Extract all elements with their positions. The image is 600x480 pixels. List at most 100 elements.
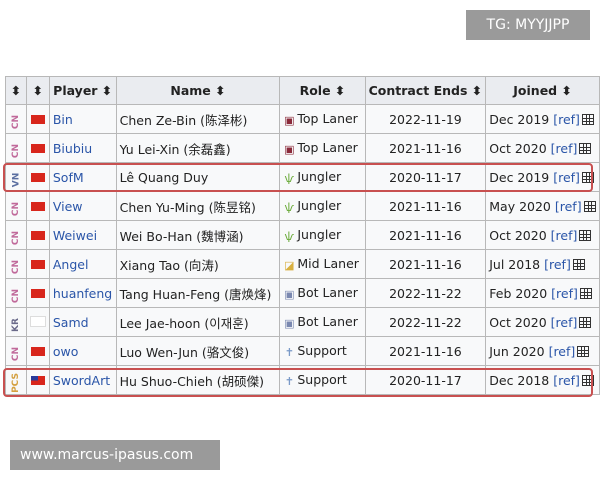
region-cell: PCS [5,365,27,395]
vietnam-flag-icon [30,172,45,182]
player-link[interactable]: huanfeng [48,278,117,308]
contract-cell: 2021-11-16 [364,191,487,221]
table-icon[interactable] [577,345,590,357]
table-icon[interactable] [579,287,592,299]
player-link[interactable]: owo [48,336,117,366]
role-cell: ѱ Jungler [279,191,366,221]
ref-link[interactable]: [ref] [553,111,580,127]
contract-cell: 2022-11-22 [364,307,487,337]
ref-link[interactable]: [ref] [544,256,571,272]
ref-link[interactable]: [ref] [548,343,576,359]
player-header[interactable]: Player ⬍ [48,76,117,105]
ref-link[interactable]: [ref] [550,140,578,156]
table-icon[interactable] [572,258,585,270]
flag-cell [25,104,50,134]
role-header[interactable]: Role ⬍ [279,76,366,105]
region-cell: CN [5,220,27,250]
region-cell: CN [5,249,27,279]
sort-flag-header[interactable]: ⬍ [25,76,50,105]
ref-link[interactable]: [ref] [550,314,578,330]
name-header[interactable]: Name ⬍ [115,76,281,105]
region-cell: CN [5,133,27,163]
flag-cell [25,249,50,279]
player-link[interactable]: Samd [48,307,117,337]
china-flag-icon [30,201,45,211]
region-label: CN [10,114,21,129]
joined-date: Dec 2018 [489,372,550,388]
region-label: CN [10,201,21,216]
joined-cell: Jun 2020 [ref] [485,336,600,366]
joined-cell: Oct 2020 [ref] [485,220,600,250]
region-cell: CN [5,278,27,308]
table-icon[interactable] [579,316,592,328]
name-cell: Wei Bo-Han (魏博涵) [115,220,281,250]
region-label: KR [10,317,21,332]
contract-cell: 2021-11-16 [364,133,487,163]
joined-date: Jul 2018 [489,256,541,272]
player-link[interactable]: Bin [48,104,117,134]
table-row: CN huanfeng Tang Huan-Feng (唐焕烽) ▣ Bot La… [5,278,600,308]
name-cell: Lee Jae-hoon (이재훈) [115,307,281,337]
joined-cell: Dec 2019 [ref] [485,162,600,192]
name-cell: Luo Wen-Jun (骆文俊) [115,336,281,366]
contract-cell: 2021-11-16 [364,336,487,366]
joined-cell: Dec 2019 [ref] [485,104,600,134]
contract-cell: 2020-11-17 [364,365,487,395]
player-link[interactable]: Angel [48,249,117,279]
table-icon[interactable] [579,229,592,241]
contract-cell: 2020-11-17 [364,162,487,192]
table-icon[interactable] [583,200,596,212]
region-label: CN [10,259,21,274]
region-label: CN [10,346,21,361]
role-cell: ѱ Jungler [279,220,366,250]
table-row: VN SofM Lê Quang Duy ѱ Jungler 2020-11-17… [5,162,600,192]
ref-link[interactable]: [ref] [553,372,580,388]
joined-date: Dec 2019 [489,169,550,185]
region-cell: VN [5,162,27,192]
region-cell: CN [5,104,27,134]
table-icon[interactable] [581,113,594,125]
table-row: CN Angel Xiang Tao (向涛) ◪ Mid Laner 2021-… [5,249,600,279]
table-row: CN Weiwei Wei Bo-Han (魏博涵) ѱ Jungler 2021… [5,220,600,250]
region-label: VN [10,172,21,187]
contract-header[interactable]: Contract Ends ⬍ [364,76,487,105]
china-flag-icon [30,143,45,153]
taiwan-flag-icon [30,375,45,385]
sort-region-header[interactable]: ⬍ [5,76,27,105]
ref-link[interactable]: [ref] [553,169,580,185]
jungle-icon: ѱ [284,201,295,214]
table-row: CN Bin Chen Ze-Bin (陈泽彬) ▣ Top Laner 2022… [5,104,600,134]
flag-cell [25,191,50,221]
joined-header[interactable]: Joined ⬍ [485,76,600,105]
name-cell: Chen Ze-Bin (陈泽彬) [115,104,281,134]
bot-lane-icon: ▣ [284,288,295,301]
china-flag-icon [30,230,45,240]
player-link[interactable]: View [48,191,117,221]
joined-date: Oct 2020 [489,140,547,156]
name-cell: Chen Yu-Ming (陈昱铭) [115,191,281,221]
role-label: Mid Laner [297,256,359,271]
korea-flag-icon [29,315,46,327]
joined-date: Dec 2019 [489,111,550,127]
flag-cell [25,220,50,250]
player-link[interactable]: Weiwei [48,220,117,250]
flag-cell [25,278,50,308]
role-label: Support [297,343,347,358]
table-row: CN owo Luo Wen-Jun (骆文俊) ✝ Support 2021-1… [5,336,600,366]
player-link[interactable]: Biubiu [48,133,117,163]
contract-cell: 2021-11-16 [364,220,487,250]
ref-link[interactable]: [ref] [550,227,578,243]
player-link[interactable]: SofM [48,162,117,192]
player-link[interactable]: SwordArt [48,365,117,395]
table-icon[interactable] [581,171,594,183]
ref-link[interactable]: [ref] [551,285,578,301]
table-icon[interactable] [581,374,594,386]
role-label: Jungler [297,169,342,184]
role-label: Top Laner [297,111,358,126]
ref-link[interactable]: [ref] [554,198,582,214]
role-label: Support [297,372,347,387]
support-icon: ✝ [284,346,294,359]
jungle-icon: ѱ [284,230,295,243]
region-label: CN [10,288,21,303]
table-icon[interactable] [579,142,592,154]
